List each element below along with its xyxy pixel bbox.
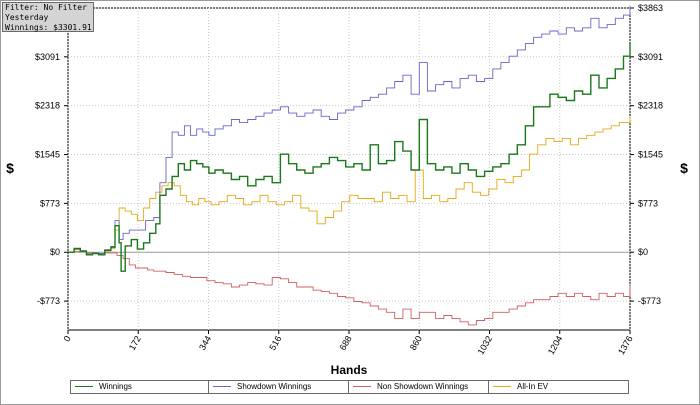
- legend-swatch: [353, 386, 371, 388]
- y-tick-label-left-4: $773: [40, 198, 60, 208]
- x-tick-label-3: 516: [267, 334, 283, 352]
- series-line-winnings: [68, 43, 631, 272]
- series-line-showdown-winnings: [68, 5, 631, 255]
- y-axis-label-left: $: [6, 160, 14, 176]
- legend-label: Winnings: [99, 382, 132, 391]
- series-line-all-in-ev: [68, 116, 631, 255]
- filter-text: Filter: No Filter: [5, 3, 87, 12]
- y-tick-label-right-0: $3863: [638, 3, 663, 13]
- y-tick-label-right-2: $2318: [638, 101, 663, 111]
- legend-item-showdown-winnings: Showdown Winnings: [209, 381, 311, 393]
- x-tick-label-0: 0: [62, 334, 73, 343]
- legend-label: Showdown Winnings: [237, 382, 312, 391]
- x-tick-label-1: 172: [127, 334, 143, 352]
- legend-item-non-showdown-winnings: Non Showdown Winnings: [349, 381, 468, 393]
- x-tick-label-2: 344: [197, 334, 213, 352]
- y-tick-label-right-5: $0: [638, 247, 648, 257]
- x-axis-label: Hands: [331, 363, 368, 377]
- y-tick-label-right-1: $3091: [638, 52, 663, 62]
- legend-swatch: [75, 386, 93, 388]
- y-tick-label-left-5: $0: [50, 247, 60, 257]
- y-axis-label-right: $: [680, 160, 688, 176]
- y-tick-label-right-3: $1545: [638, 150, 663, 160]
- legend-swatch: [213, 386, 231, 388]
- y-tick-label-left-1: $3091: [35, 52, 60, 62]
- y-tick-label-left-2: $2318: [35, 101, 60, 111]
- x-tick-label-4: 688: [338, 334, 354, 352]
- legend: Winnings Showdown Winnings Non Showdown Wi…: [70, 380, 629, 394]
- legend-item-winnings: Winnings: [71, 381, 132, 393]
- y-tick-label-left-6: -$773: [37, 296, 60, 306]
- legend-divider: [348, 381, 349, 393]
- y-tick-label-right-6: -$773: [638, 296, 661, 306]
- x-tick-label-6: 1032: [476, 334, 495, 356]
- x-tick-label-8: 1376: [616, 334, 635, 356]
- x-tick-label-7: 1204: [546, 334, 565, 356]
- y-tick-label-left-3: $1545: [35, 150, 60, 160]
- legend-divider: [488, 381, 489, 393]
- y-tick-label-right-4: $773: [638, 198, 658, 208]
- x-tick-label-5: 860: [408, 334, 424, 352]
- legend-label: Non Showdown Winnings: [377, 382, 469, 391]
- legend-swatch: [493, 386, 511, 388]
- info-box: Filter: No Filter Yesterday Winnings: $3…: [2, 2, 94, 32]
- legend-divider: [208, 381, 209, 393]
- series-line-non-showdown-winnings: [68, 251, 631, 326]
- legend-label: All-In EV: [517, 382, 549, 391]
- legend-item-all-in-ev: All-In EV: [489, 381, 548, 393]
- winnings-text: Winnings: $3301.91: [5, 23, 92, 32]
- period-text: Yesterday: [5, 13, 49, 22]
